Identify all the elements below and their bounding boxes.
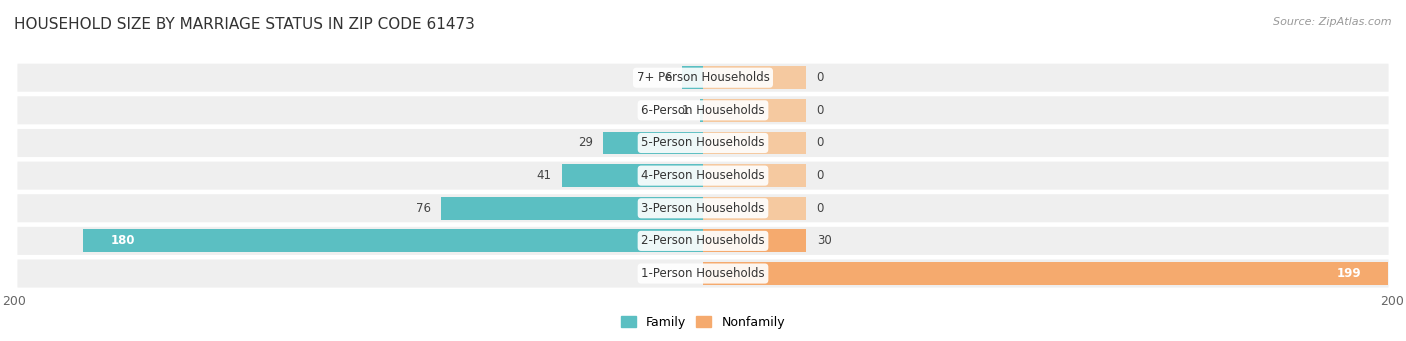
Text: 6-Person Households: 6-Person Households: [641, 104, 765, 117]
Text: 0: 0: [817, 71, 824, 84]
FancyBboxPatch shape: [17, 194, 1389, 222]
Text: 0: 0: [817, 136, 824, 149]
Text: 41: 41: [537, 169, 551, 182]
Text: 7+ Person Households: 7+ Person Households: [637, 71, 769, 84]
Bar: [703, 164, 807, 187]
Text: 30: 30: [817, 234, 831, 247]
FancyBboxPatch shape: [17, 227, 1389, 255]
Text: 6: 6: [665, 71, 672, 84]
Text: 199: 199: [1336, 267, 1361, 280]
FancyBboxPatch shape: [17, 260, 1389, 287]
Bar: [700, 99, 703, 122]
Text: 0: 0: [817, 202, 824, 215]
Text: 4-Person Households: 4-Person Households: [641, 169, 765, 182]
Bar: [562, 164, 703, 187]
Text: HOUSEHOLD SIZE BY MARRIAGE STATUS IN ZIP CODE 61473: HOUSEHOLD SIZE BY MARRIAGE STATUS IN ZIP…: [14, 17, 475, 32]
FancyBboxPatch shape: [17, 64, 1389, 92]
Bar: [703, 66, 807, 89]
FancyBboxPatch shape: [17, 129, 1389, 157]
Bar: [703, 229, 807, 252]
FancyBboxPatch shape: [17, 96, 1389, 124]
FancyBboxPatch shape: [17, 162, 1389, 190]
Bar: [703, 99, 807, 122]
Bar: [441, 197, 703, 220]
Bar: [703, 197, 807, 220]
Bar: [83, 229, 703, 252]
Legend: Family, Nonfamily: Family, Nonfamily: [616, 311, 790, 334]
Text: 3-Person Households: 3-Person Households: [641, 202, 765, 215]
Text: 0: 0: [817, 104, 824, 117]
Text: 29: 29: [578, 136, 593, 149]
Text: 1: 1: [682, 104, 689, 117]
Text: 76: 76: [416, 202, 430, 215]
Text: 0: 0: [817, 169, 824, 182]
Bar: [603, 132, 703, 154]
Bar: [682, 66, 703, 89]
Text: Source: ZipAtlas.com: Source: ZipAtlas.com: [1274, 17, 1392, 27]
Bar: [703, 262, 1389, 285]
Text: 2-Person Households: 2-Person Households: [641, 234, 765, 247]
Text: 180: 180: [111, 234, 135, 247]
Text: 5-Person Households: 5-Person Households: [641, 136, 765, 149]
Text: 1-Person Households: 1-Person Households: [641, 267, 765, 280]
Bar: [703, 132, 807, 154]
